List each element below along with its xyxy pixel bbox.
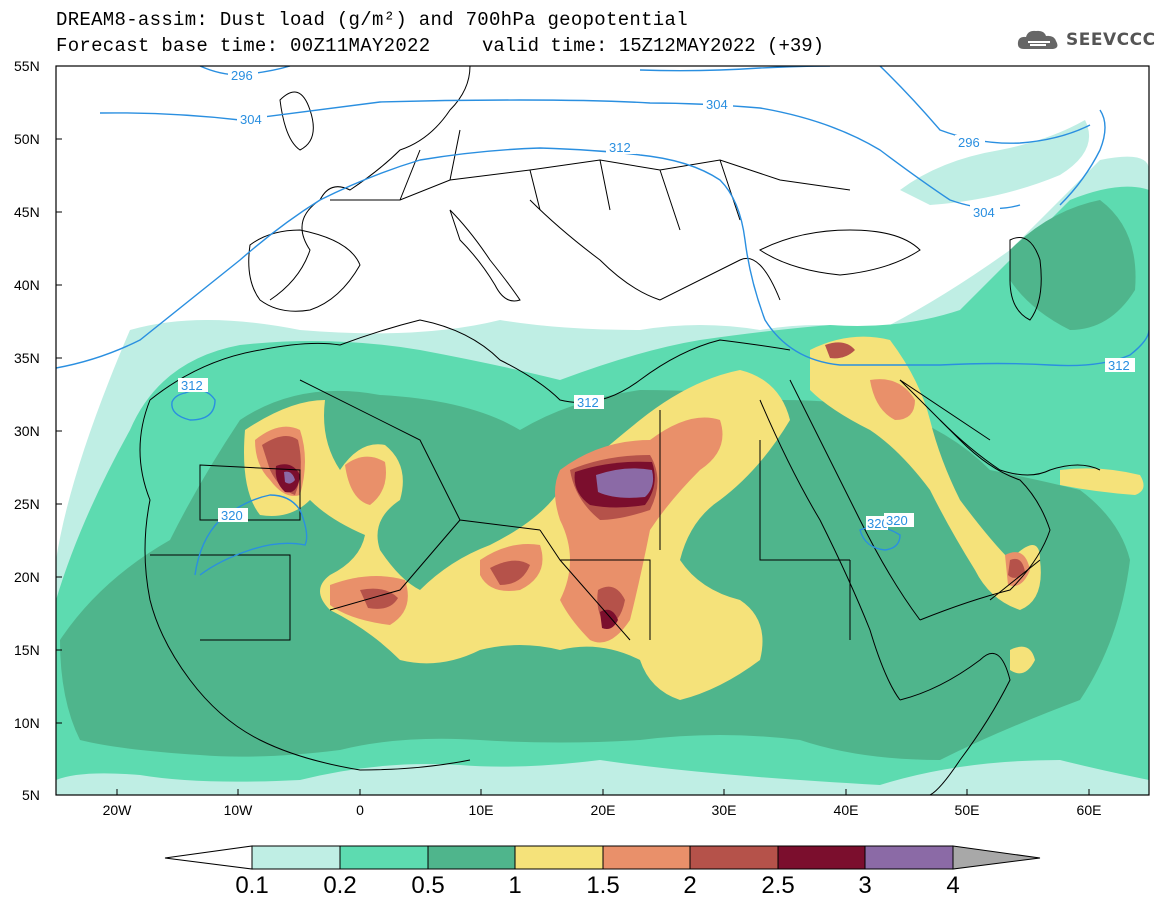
dust-field: [56, 120, 1149, 795]
contour-label: 320: [867, 516, 889, 531]
seevccc-logo: SEEVCCC: [1016, 27, 1156, 53]
lon-label: 10W: [224, 802, 254, 818]
dust-level-1-5: [345, 456, 386, 505]
colorbar-under-arrow: [164, 845, 253, 870]
lat-label: 5N: [22, 787, 40, 803]
contour-label: 320: [221, 508, 243, 523]
lon-label: 40E: [834, 802, 859, 818]
dust-level-2: [490, 560, 530, 585]
colorbar-label: 0.5: [411, 872, 444, 899]
lat-label: 30N: [14, 423, 40, 439]
colorbar-swatch: [339, 845, 429, 870]
horn-coast: [899, 652, 1011, 795]
gulf-coast: [939, 419, 1101, 476]
dust-level-3: [284, 471, 295, 484]
lat-label: 35N: [14, 350, 40, 366]
europe-borders: [330, 129, 851, 231]
colorbar-labels: 0.1 0.2 0.5 1 1.5 2 2.5 3 4: [235, 872, 959, 899]
lat-label: 15N: [14, 642, 40, 658]
colorbar-label: 2: [683, 872, 696, 899]
lat-label: 10N: [14, 715, 40, 731]
caspian-sea: [1009, 237, 1042, 321]
country-borders: [150, 379, 1041, 641]
contour-label: 304: [240, 112, 262, 127]
colorbar-label: 4: [946, 872, 959, 899]
lat-label: 50N: [14, 131, 40, 147]
dust-level-2: [825, 342, 855, 359]
colorbar: [164, 845, 1041, 870]
dust-level-1: [810, 336, 1041, 610]
contour-label: 296: [231, 68, 253, 83]
logo-text: SEEVCCC: [1066, 30, 1156, 50]
contour-312-loop: [171, 389, 216, 421]
cloud-icon: [1017, 30, 1058, 49]
contour-label: 304: [973, 205, 995, 220]
geopotential-contours: [56, 66, 1149, 576]
lat-label: 55N: [14, 58, 40, 74]
lon-label: 30E: [712, 802, 737, 818]
lon-label: 10E: [469, 802, 494, 818]
colorbar-swatch: [864, 845, 954, 870]
contour-labels: 296 304 312 304 296 304 312 312 312 320 …: [178, 68, 1135, 531]
lat-label: 20N: [14, 569, 40, 585]
latitude-labels: 55N 50N 45N 40N 35N 30N 25N 20N 15N 10N …: [14, 58, 40, 803]
n-africa-coast: [149, 319, 791, 403]
contour-label: 312: [577, 395, 599, 410]
colorbar-swatch: [514, 845, 604, 870]
contour-label: 320: [886, 513, 908, 528]
colorbar-swatch: [427, 845, 516, 870]
balkan-coast: [529, 199, 781, 301]
lon-label: 50E: [955, 802, 980, 818]
dust-level-2: [1008, 558, 1025, 578]
contour-304: [99, 99, 1021, 210]
lon-label: 20E: [591, 802, 616, 818]
colorbar-label: 0.2: [323, 872, 356, 899]
dust-level-1-5: [870, 379, 915, 420]
colorbar-label: 3: [858, 872, 871, 899]
red-sea-coast: [759, 399, 901, 701]
contour-label: 312: [181, 378, 203, 393]
lon-label: 60E: [1077, 802, 1102, 818]
colorbar-label: 1: [508, 872, 521, 899]
dust-level-1: [1010, 646, 1035, 674]
lat-label: 40N: [14, 277, 40, 293]
italy-coast: [449, 209, 521, 302]
iberia-coast: [248, 229, 361, 312]
black-sea: [759, 229, 921, 276]
dust-level-1: [1060, 468, 1144, 495]
contour-304-east: [1059, 109, 1106, 206]
coastlines: [139, 66, 1101, 795]
contour-label: 304: [706, 97, 728, 112]
colorbar-label: 0.1: [235, 872, 268, 899]
dust-level-3: [596, 468, 654, 498]
uk-coast: [279, 91, 314, 151]
contour-label: 312: [1108, 358, 1130, 373]
longitude-labels: 20W 10W 0 10E 20E 30E 40E 50E 60E: [103, 802, 1102, 818]
dust-level-2-5: [600, 609, 618, 629]
colorbar-swatch: [689, 845, 779, 870]
w-africa-coast: [139, 399, 471, 771]
lat-label: 25N: [14, 496, 40, 512]
contour-312: [56, 147, 1149, 369]
valid-time: valid time: 15Z12MAY2022 (+39): [482, 35, 825, 57]
map-title: DREAM8-assim: Dust load (g/m²) and 700hP…: [56, 9, 688, 31]
colorbar-label: 1.5: [586, 872, 619, 899]
contour-label: 312: [609, 140, 631, 155]
red-sea-coast: [789, 379, 921, 621]
contour-label: 296: [958, 135, 980, 150]
colorbar-label: 2.5: [761, 872, 794, 899]
colorbar-over-arrow: [952, 845, 1041, 870]
colorbar-swatch: [251, 845, 341, 870]
dust-level-0-5: [1010, 200, 1136, 330]
dust-level-0-1: [900, 120, 1090, 205]
lon-label: 20W: [103, 802, 133, 818]
colorbar-swatch: [602, 845, 691, 870]
colorbar-swatch: [777, 845, 866, 870]
forecast-base-time: Forecast base time: 00Z11MAY2022: [56, 35, 431, 57]
axis-ticks: [56, 65, 1090, 795]
lon-label: 0: [356, 802, 364, 818]
lat-label: 45N: [14, 204, 40, 220]
europe-coast: [269, 66, 471, 301]
